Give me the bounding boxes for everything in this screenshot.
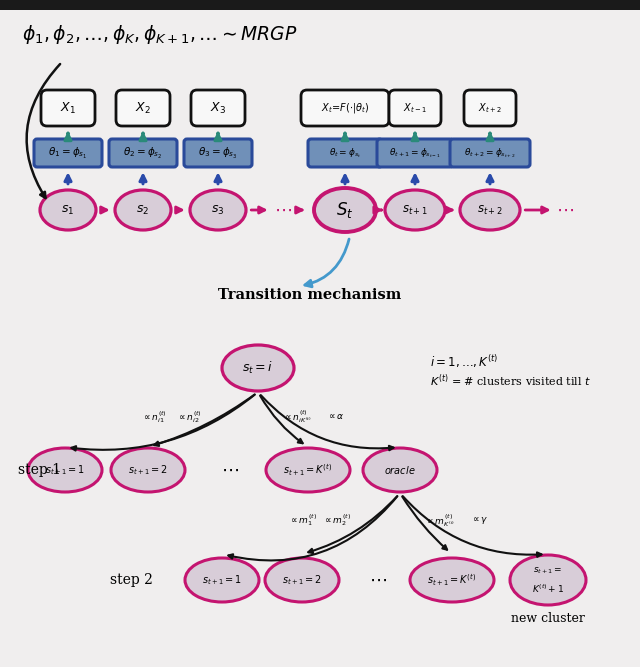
FancyBboxPatch shape	[308, 139, 382, 167]
Ellipse shape	[510, 555, 586, 605]
Ellipse shape	[185, 558, 259, 602]
Ellipse shape	[40, 190, 96, 230]
Text: $s_{t+1}$: $s_{t+1}$	[402, 203, 428, 217]
Text: $\propto \alpha$: $\propto \alpha$	[327, 412, 344, 422]
Text: $K^{(t)}$ = # clusters visited till $t$: $K^{(t)}$ = # clusters visited till $t$	[430, 373, 591, 390]
Text: $s_{t+2}$: $s_{t+2}$	[477, 203, 503, 217]
Text: $\propto m_1^{(t)}$: $\propto m_1^{(t)}$	[289, 513, 317, 528]
Text: $s_{t+1}=K^{(t)}$: $s_{t+1}=K^{(t)}$	[284, 462, 333, 478]
Text: $\cdots$: $\cdots$	[556, 201, 574, 219]
Ellipse shape	[266, 448, 350, 492]
Bar	[0, 0, 640, 10]
Text: $s_t = i$: $s_t = i$	[243, 360, 273, 376]
Ellipse shape	[460, 190, 520, 230]
FancyBboxPatch shape	[116, 90, 170, 126]
Text: $\propto \gamma$: $\propto \gamma$	[471, 515, 489, 526]
Text: $\theta_t = \phi_{s_t}$: $\theta_t = \phi_{s_t}$	[329, 146, 361, 160]
Text: $X_{t-1}$: $X_{t-1}$	[403, 101, 427, 115]
Text: step 2: step 2	[110, 573, 153, 587]
Ellipse shape	[363, 448, 437, 492]
FancyBboxPatch shape	[184, 139, 252, 167]
Text: $s_3$: $s_3$	[211, 203, 225, 217]
FancyBboxPatch shape	[464, 90, 516, 126]
Text: $\theta_2 = \phi_{s_2}$: $\theta_2 = \phi_{s_2}$	[124, 145, 163, 161]
Text: $s_{t+1}=2$: $s_{t+1}=2$	[282, 573, 322, 587]
Text: $s_1$: $s_1$	[61, 203, 75, 217]
Text: $\phi_1, \phi_2, \ldots, \phi_K, \phi_{K+1}, \ldots \sim \mathit{MRGP}$: $\phi_1, \phi_2, \ldots, \phi_K, \phi_{K…	[22, 23, 298, 47]
Text: $oracle$: $oracle$	[384, 464, 416, 476]
Text: $\cdots$: $\cdots$	[221, 461, 239, 479]
Ellipse shape	[222, 345, 294, 391]
Text: $\cdots$: $\cdots$	[274, 201, 292, 219]
Text: $\propto n_{i1}^{(t)}$: $\propto n_{i1}^{(t)}$	[143, 409, 168, 425]
FancyBboxPatch shape	[109, 139, 177, 167]
Text: $K^{(t)}+1$: $K^{(t)}+1$	[532, 583, 564, 595]
Text: $s_{t+1}=2$: $s_{t+1}=2$	[128, 463, 168, 477]
Ellipse shape	[410, 558, 494, 602]
Ellipse shape	[385, 190, 445, 230]
FancyBboxPatch shape	[450, 139, 530, 167]
Ellipse shape	[265, 558, 339, 602]
Text: step 1: step 1	[18, 463, 61, 477]
FancyBboxPatch shape	[377, 139, 453, 167]
FancyBboxPatch shape	[301, 90, 389, 126]
Text: $s_{t+1}=1$: $s_{t+1}=1$	[45, 463, 85, 477]
Text: $\propto m_2^{(t)}$: $\propto m_2^{(t)}$	[323, 513, 351, 528]
Text: $\cdots$: $\cdots$	[369, 571, 387, 589]
Ellipse shape	[314, 188, 376, 232]
Text: $\theta_3 = \phi_{s_3}$: $\theta_3 = \phi_{s_3}$	[198, 145, 237, 161]
Text: $X_t\!=\!F(\cdot|\theta_t)$: $X_t\!=\!F(\cdot|\theta_t)$	[321, 101, 369, 115]
Text: $\propto m_{K^{(t)}}^{(t)}$: $\propto m_{K^{(t)}}^{(t)}$	[425, 512, 455, 529]
Text: $\theta_{t+1} = \phi_{s_{t-1}}$: $\theta_{t+1} = \phi_{s_{t-1}}$	[389, 146, 441, 160]
FancyBboxPatch shape	[191, 90, 245, 126]
Text: Transition mechanism: Transition mechanism	[218, 288, 402, 302]
Ellipse shape	[111, 448, 185, 492]
Text: new cluster: new cluster	[511, 612, 585, 624]
Text: $X_1$: $X_1$	[60, 101, 76, 115]
Text: $\theta_{t+2} = \phi_{s_{t+2}}$: $\theta_{t+2} = \phi_{s_{t+2}}$	[464, 146, 516, 160]
Text: $\theta_1 = \phi_{s_1}$: $\theta_1 = \phi_{s_1}$	[48, 145, 88, 161]
Text: $s_{t+1}=K^{(t)}$: $s_{t+1}=K^{(t)}$	[428, 572, 477, 588]
FancyBboxPatch shape	[389, 90, 441, 126]
Text: $\propto n_{i2}^{(t)}$: $\propto n_{i2}^{(t)}$	[177, 409, 202, 425]
Text: $X_{t+2}$: $X_{t+2}$	[478, 101, 502, 115]
FancyBboxPatch shape	[41, 90, 95, 126]
FancyBboxPatch shape	[34, 139, 102, 167]
Text: $S_t$: $S_t$	[336, 200, 354, 220]
Text: $X_2$: $X_2$	[135, 101, 151, 115]
Text: $\propto n_{iK^{(t)}}^{(t)}$: $\propto n_{iK^{(t)}}^{(t)}$	[283, 408, 312, 425]
Ellipse shape	[115, 190, 171, 230]
Text: $i = 1,\ldots,K^{(t)}$: $i = 1,\ldots,K^{(t)}$	[430, 354, 499, 370]
Text: $X_3$: $X_3$	[210, 101, 226, 115]
Ellipse shape	[190, 190, 246, 230]
Ellipse shape	[28, 448, 102, 492]
Text: $s_{t+1}=1$: $s_{t+1}=1$	[202, 573, 242, 587]
Text: $s_{t+1}=$: $s_{t+1}=$	[533, 566, 563, 576]
Text: $s_2$: $s_2$	[136, 203, 150, 217]
